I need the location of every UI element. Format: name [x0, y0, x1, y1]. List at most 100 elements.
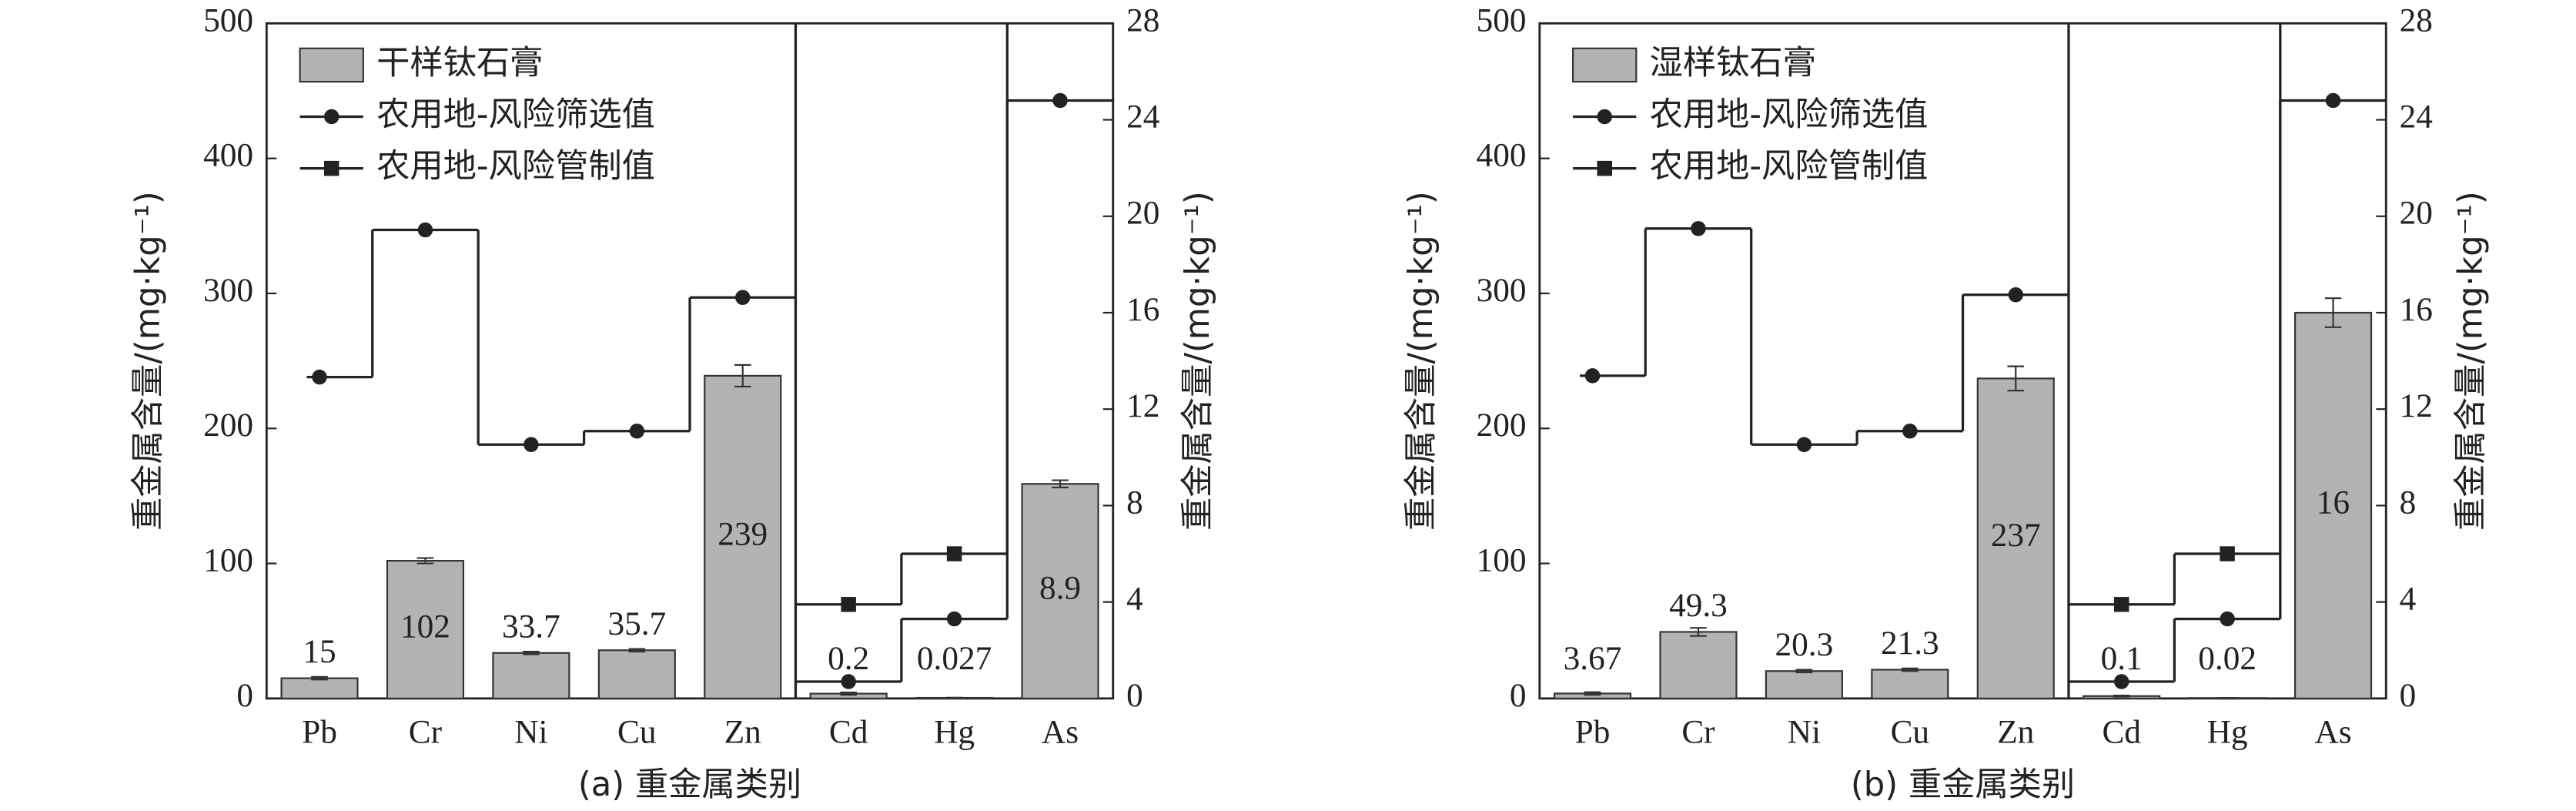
bar	[1976, 377, 2055, 699]
y2-tick-label: 8	[2400, 484, 2417, 521]
chart: 0 100 200 300 400 500 0 4 8 12 16 20 24 28 Pb Cr Ni Cu Zn C…	[1402, 2, 2491, 804]
data-label: 21.3	[1881, 625, 1939, 662]
y2-tick-label: 28	[1126, 2, 1159, 39]
data-label: 3.67	[1564, 640, 1622, 677]
legend-marker	[323, 160, 340, 176]
error-bar	[734, 364, 751, 387]
marker	[2113, 597, 2129, 612]
x-tick-label: Cd	[829, 713, 868, 750]
error-bar	[523, 650, 540, 655]
x-tick-label: Ni	[1788, 713, 1821, 750]
y2-axis-label: 重金属含量/(mg·kg⁻¹)	[2451, 191, 2490, 531]
marker	[2325, 92, 2341, 109]
bar	[492, 652, 570, 699]
plot-frame	[265, 22, 1115, 700]
marker	[734, 290, 751, 305]
y-tick-label: 500	[1477, 2, 1527, 39]
x-tick-label: As	[2315, 713, 2352, 750]
y2-tick-label: 0	[2400, 677, 2417, 714]
legend-swatch	[1572, 47, 1638, 83]
legend-label: 农用地-风险管制值	[1650, 147, 1929, 186]
marker	[417, 222, 433, 238]
x-tick-label: Cr	[409, 713, 443, 750]
error-bar	[2113, 695, 2130, 698]
y-tick-label: 300	[203, 272, 253, 309]
data-label: 20.3	[1775, 626, 1834, 663]
bar	[1659, 631, 1738, 699]
data-label: 0.2	[828, 640, 869, 677]
y2-tick-label: 12	[2400, 387, 2433, 424]
marker	[2220, 546, 2235, 561]
data-label: 102	[400, 608, 450, 645]
bar	[2293, 311, 2373, 699]
y-tick-label: 0	[1510, 677, 1527, 714]
bar	[1021, 483, 1099, 699]
marker	[2113, 674, 2129, 689]
legend-label: 农用地-风险筛选值	[1650, 96, 1929, 134]
marker	[1902, 424, 1918, 439]
bar	[1765, 670, 1843, 699]
x-tick-label: Cr	[1681, 713, 1715, 750]
error-bar	[2007, 365, 2025, 392]
x-tick-label: Hg	[2207, 713, 2248, 750]
x-tick-label: Pb	[1575, 713, 1611, 750]
y2-tick-label: 20	[2400, 195, 2433, 232]
plot-frame	[1538, 22, 2387, 700]
y2-tick-label: 12	[1126, 387, 1159, 424]
y2-axis-label: 重金属含量/(mg·kg⁻¹)	[1179, 191, 1217, 531]
legend-marker	[1597, 109, 1612, 125]
error-bar	[1690, 627, 1707, 637]
data-label: 16	[2317, 484, 2350, 521]
x-tick-label: Cd	[2102, 713, 2141, 750]
x-axis-label: (a) 重金属类别	[578, 766, 801, 804]
data-label: 0.027	[917, 640, 992, 677]
marker	[946, 546, 962, 561]
legend-label: 湿样钛石膏	[1650, 44, 1816, 82]
y-tick-label: 300	[1477, 272, 1527, 309]
data-label: 0.1	[2101, 640, 2143, 677]
y2-tick-label: 28	[2400, 2, 2433, 39]
marker	[1584, 368, 1601, 384]
y2-tick-label: 24	[2400, 98, 2433, 135]
error-bar	[1795, 669, 1813, 674]
data-label: 0.02	[2198, 640, 2257, 677]
y2-tick-label: 4	[1126, 581, 1143, 618]
y2-tick-label: 20	[1126, 195, 1159, 232]
marker	[312, 369, 327, 385]
marker	[1691, 221, 1706, 236]
x-tick-label: Cu	[1891, 713, 1930, 750]
legend-label: 干样钛石膏	[376, 44, 543, 82]
x-tick-label: Pb	[302, 713, 337, 750]
data-label: 237	[1991, 517, 2041, 554]
y2-tick-label: 24	[1126, 98, 1159, 135]
x-tick-label: Hg	[934, 713, 975, 750]
legend-marker	[323, 109, 340, 125]
y-tick-label: 200	[203, 407, 253, 444]
bar	[280, 677, 359, 699]
bar	[597, 649, 676, 699]
marker	[524, 437, 539, 453]
y-tick-label: 100	[203, 542, 253, 579]
legend-label: 农用地-风险筛选值	[376, 96, 655, 134]
error-bar	[840, 691, 857, 696]
x-axis-label: (b) 重金属类别	[1851, 766, 2075, 804]
chart: 0 100 200 300 400 500 0 4 8 12 16 20 24 28 Pb Cr Ni Cu Zn C…	[129, 2, 1217, 804]
error-bar	[1902, 667, 1919, 672]
y-tick-label: 200	[1477, 407, 1527, 444]
x-tick-label: Cu	[617, 713, 656, 750]
y2-tick-label: 8	[1126, 484, 1143, 521]
legend-marker	[1597, 160, 1612, 176]
error-bar	[2324, 297, 2342, 328]
data-label: 15	[303, 633, 336, 670]
y2-tick-label: 16	[1126, 291, 1159, 328]
x-tick-label: Ni	[514, 713, 547, 750]
y-tick-label: 100	[1477, 542, 1527, 579]
x-tick-label: Zn	[724, 713, 761, 750]
error-bar	[417, 557, 434, 565]
x-tick-label: Zn	[1997, 713, 2034, 750]
y-axis-label: 重金属含量/(mg·kg⁻¹)	[1402, 191, 1440, 531]
data-label: 8.9	[1039, 570, 1081, 607]
legend-label: 农用地-风险管制值	[376, 147, 655, 186]
y2-tick-label: 4	[2400, 581, 2417, 618]
